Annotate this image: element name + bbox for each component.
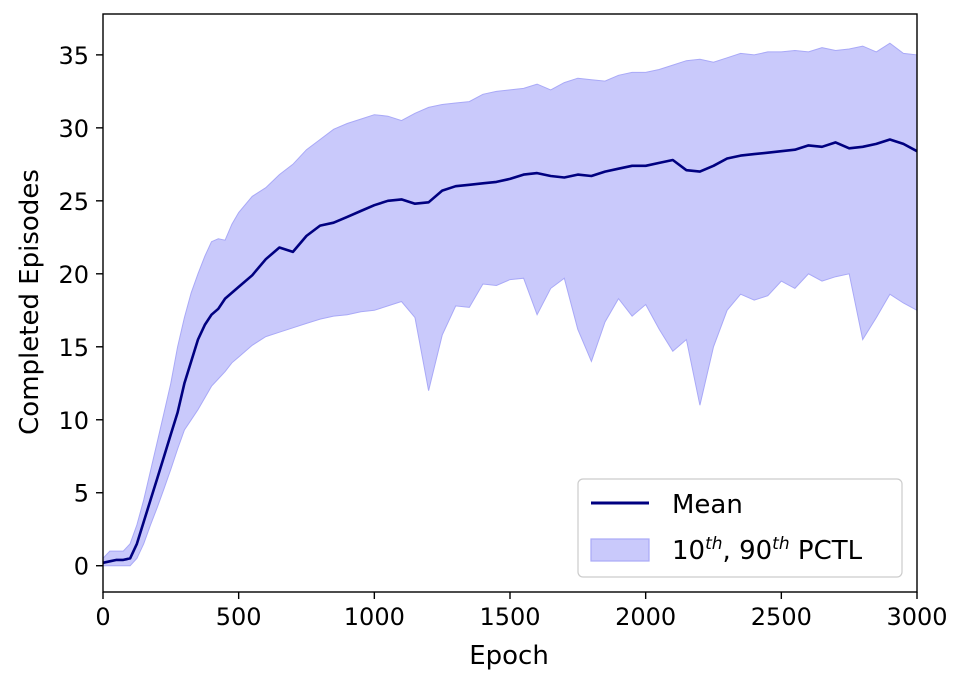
y-tick-label: 25 (58, 188, 89, 216)
mean-line-layer (102, 138, 918, 565)
legend-box (577, 478, 903, 578)
legend-band-part-1: 10 (672, 536, 705, 566)
y-tick-label: 15 (58, 334, 89, 362)
legend-band-label: 10th, 90th PCTL (672, 534, 863, 566)
y-tick-label: 30 (58, 115, 89, 143)
mean-line (102, 138, 918, 565)
legend-band-part-5: PCTL (790, 536, 863, 566)
x-axis-label: Epoch (469, 641, 549, 671)
y-tick-label: 0 (74, 553, 89, 581)
y-tick-label: 20 (58, 261, 89, 289)
y-tick-label: 35 (58, 42, 89, 70)
y-axis-ticks: 0 5 10 15 20 25 30 35 (58, 42, 103, 581)
y-tick-label: 10 (58, 407, 89, 435)
x-tick-label: 2500 (751, 603, 812, 631)
x-tick-label: 0 (95, 603, 110, 631)
y-axis-label: Completed Episodes (15, 169, 45, 435)
x-tick-label: 1500 (479, 603, 540, 631)
legend-mean-label: Mean (672, 490, 743, 520)
x-axis-ticks: 0 500 1000 1500 2000 2500 3000 (95, 592, 948, 631)
x-tick-label: 3000 (886, 603, 947, 631)
legend: Mean 10th, 90th PCTL (577, 478, 903, 578)
x-tick-label: 1000 (344, 603, 405, 631)
legend-band-part-4: th (772, 534, 789, 554)
legend-band-part-2: th (705, 534, 722, 554)
legend-band-swatch (590, 538, 650, 562)
legend-band-part-3: , 90 (723, 536, 773, 566)
y-tick-label: 5 (74, 480, 89, 508)
x-tick-label: 2000 (615, 603, 676, 631)
x-tick-label: 500 (216, 603, 262, 631)
